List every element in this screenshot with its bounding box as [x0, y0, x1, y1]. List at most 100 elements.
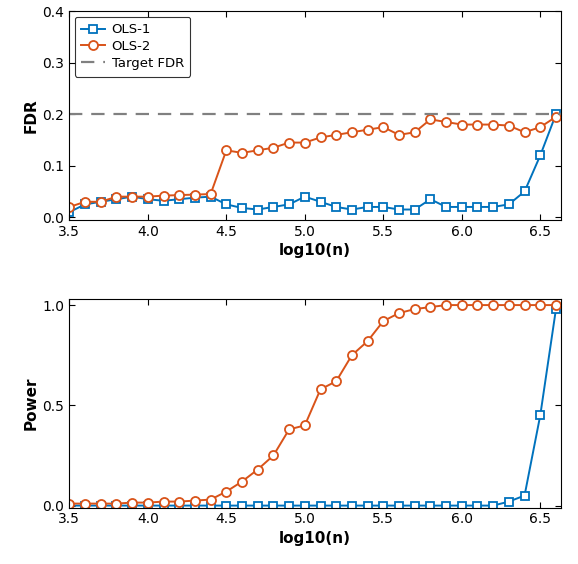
OLS-2	[207, 191, 214, 197]
Line: OLS-2: OLS-2	[65, 112, 561, 212]
OLS-1	[113, 196, 120, 202]
OLS-1	[505, 498, 512, 505]
Y-axis label: Power: Power	[23, 377, 38, 430]
OLS-2	[333, 378, 340, 385]
OLS-2	[490, 121, 497, 128]
OLS-1	[553, 306, 560, 312]
OLS-1	[301, 193, 308, 200]
OLS-2	[176, 498, 183, 505]
OLS-1	[349, 206, 355, 213]
OLS-1	[239, 205, 246, 212]
OLS-1	[474, 204, 481, 210]
Line: OLS-2: OLS-2	[65, 301, 561, 508]
OLS-1	[81, 502, 88, 509]
OLS-1	[207, 193, 214, 200]
OLS-2	[317, 386, 324, 393]
OLS-1	[223, 201, 230, 208]
OLS-2	[144, 499, 151, 506]
OLS-2	[349, 129, 355, 136]
OLS-1	[458, 502, 465, 509]
X-axis label: log10(n): log10(n)	[279, 243, 351, 258]
OLS-2	[427, 116, 434, 123]
OLS-1	[317, 502, 324, 509]
OLS-2	[333, 131, 340, 138]
OLS-2	[160, 192, 167, 199]
OLS-2	[113, 500, 120, 507]
OLS-2	[411, 306, 418, 312]
OLS-1	[254, 502, 261, 509]
OLS-1	[521, 188, 528, 195]
OLS-1	[443, 502, 450, 509]
OLS-2	[395, 131, 402, 138]
OLS-2	[66, 204, 73, 210]
OLS-1	[66, 209, 73, 215]
OLS-1	[254, 206, 261, 213]
OLS-2	[521, 302, 528, 309]
OLS-1	[144, 196, 151, 202]
OLS-2	[505, 302, 512, 309]
OLS-1	[427, 502, 434, 509]
OLS-1	[176, 502, 183, 509]
OLS-2	[129, 193, 136, 200]
OLS-1	[301, 502, 308, 509]
OLS-2	[81, 199, 88, 205]
OLS-1	[81, 201, 88, 208]
OLS-2	[191, 497, 198, 504]
Line: OLS-1: OLS-1	[65, 305, 560, 509]
OLS-2	[239, 149, 246, 156]
OLS-2	[223, 488, 230, 495]
Legend: OLS-1, OLS-2, Target FDR: OLS-1, OLS-2, Target FDR	[75, 16, 190, 77]
OLS-1	[490, 502, 497, 509]
OLS-1	[411, 206, 418, 213]
OLS-1	[458, 204, 465, 210]
OLS-1	[411, 502, 418, 509]
OLS-2	[521, 129, 528, 136]
OLS-2	[301, 422, 308, 429]
OLS-2	[81, 500, 88, 507]
OLS-1	[490, 204, 497, 210]
OLS-1	[113, 502, 120, 509]
OLS-2	[458, 302, 465, 309]
OLS-2	[395, 310, 402, 316]
OLS-2	[443, 302, 450, 309]
OLS-2	[66, 500, 73, 507]
OLS-2	[113, 193, 120, 200]
OLS-1	[270, 502, 277, 509]
OLS-1	[270, 204, 277, 210]
OLS-2	[286, 139, 292, 146]
OLS-1	[349, 502, 355, 509]
OLS-2	[239, 478, 246, 485]
OLS-1	[144, 502, 151, 509]
OLS-2	[380, 124, 387, 130]
OLS-1	[395, 206, 402, 213]
OLS-2	[537, 302, 544, 309]
Line: OLS-1: OLS-1	[65, 111, 560, 216]
OLS-1	[97, 199, 104, 205]
OLS-1	[191, 194, 198, 201]
OLS-1	[537, 412, 544, 418]
OLS-2	[176, 192, 183, 199]
OLS-1	[129, 502, 136, 509]
OLS-2	[474, 121, 481, 128]
OLS-2	[97, 500, 104, 507]
OLS-2	[349, 352, 355, 359]
OLS-2	[458, 121, 465, 128]
OLS-1	[176, 196, 183, 202]
OLS-1	[333, 204, 340, 210]
OLS-1	[239, 502, 246, 509]
OLS-2	[270, 452, 277, 459]
OLS-2	[270, 144, 277, 151]
OLS-2	[207, 496, 214, 503]
OLS-1	[333, 502, 340, 509]
OLS-2	[254, 147, 261, 153]
OLS-1	[223, 502, 230, 509]
OLS-1	[66, 502, 73, 509]
OLS-2	[223, 147, 230, 153]
OLS-1	[317, 199, 324, 205]
OLS-1	[160, 502, 167, 509]
OLS-1	[286, 201, 292, 208]
OLS-1	[537, 152, 544, 159]
OLS-1	[380, 502, 387, 509]
OLS-1	[474, 502, 481, 509]
OLS-2	[443, 118, 450, 125]
